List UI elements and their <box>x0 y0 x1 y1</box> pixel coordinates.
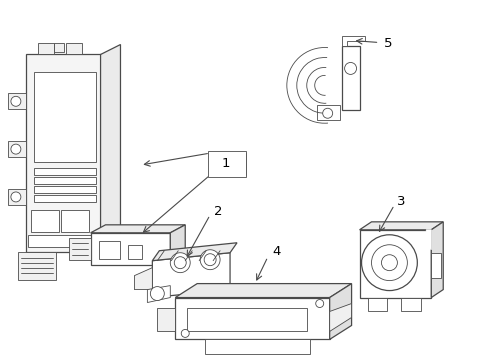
Bar <box>61 210 88 232</box>
Circle shape <box>200 250 220 270</box>
Polygon shape <box>152 243 237 261</box>
Polygon shape <box>175 284 351 298</box>
Bar <box>367 298 386 311</box>
Circle shape <box>11 96 21 106</box>
Circle shape <box>150 287 164 301</box>
Polygon shape <box>430 222 442 298</box>
Circle shape <box>361 235 416 291</box>
Bar <box>99 241 120 259</box>
Text: 5: 5 <box>383 37 391 50</box>
Circle shape <box>322 108 332 118</box>
Bar <box>128 245 142 259</box>
Text: 4: 4 <box>271 245 280 258</box>
Polygon shape <box>175 298 329 339</box>
Bar <box>54 42 63 53</box>
Polygon shape <box>34 72 95 162</box>
Circle shape <box>381 255 397 271</box>
Circle shape <box>181 329 189 337</box>
Circle shape <box>371 245 407 280</box>
Bar <box>31 210 59 232</box>
Polygon shape <box>26 54 101 252</box>
Bar <box>65 42 81 54</box>
Bar <box>187 307 306 332</box>
Bar <box>34 195 95 202</box>
Circle shape <box>11 192 21 202</box>
Bar <box>34 177 95 184</box>
Polygon shape <box>426 230 430 250</box>
Text: 1: 1 <box>222 157 230 170</box>
Bar <box>38 42 54 54</box>
Bar <box>34 186 95 193</box>
Polygon shape <box>68 238 90 260</box>
Circle shape <box>11 144 21 154</box>
Polygon shape <box>134 268 152 289</box>
Bar <box>34 168 95 175</box>
Polygon shape <box>341 45 359 110</box>
Bar <box>430 253 440 278</box>
Text: 3: 3 <box>397 195 405 208</box>
Circle shape <box>174 257 186 269</box>
Polygon shape <box>90 225 185 233</box>
Bar <box>208 151 245 177</box>
Circle shape <box>315 300 323 307</box>
Polygon shape <box>147 285 170 302</box>
Text: 2: 2 <box>214 205 222 219</box>
Polygon shape <box>90 233 170 265</box>
Polygon shape <box>152 253 229 298</box>
Circle shape <box>344 62 356 75</box>
Polygon shape <box>18 252 56 280</box>
Bar <box>401 298 421 311</box>
Polygon shape <box>8 93 26 109</box>
Circle shape <box>203 254 216 266</box>
Polygon shape <box>316 105 339 120</box>
Polygon shape <box>101 45 120 252</box>
Circle shape <box>170 253 190 273</box>
Polygon shape <box>359 230 430 298</box>
Polygon shape <box>329 303 351 332</box>
Polygon shape <box>8 141 26 157</box>
Bar <box>28 235 98 247</box>
Polygon shape <box>341 36 364 45</box>
Polygon shape <box>205 339 309 354</box>
Polygon shape <box>329 284 351 339</box>
Polygon shape <box>157 307 175 332</box>
Polygon shape <box>170 225 185 265</box>
Polygon shape <box>359 222 442 230</box>
Polygon shape <box>8 189 26 205</box>
